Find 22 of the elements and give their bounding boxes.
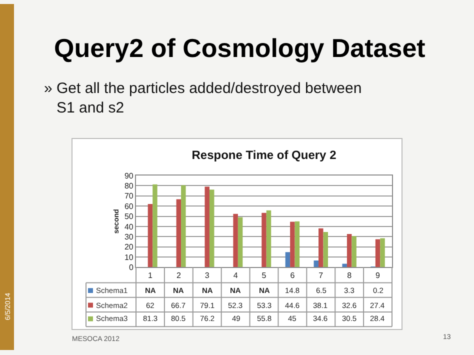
chart-title: Respone Time of Query 2: [192, 148, 337, 162]
x-tick-label: 4: [233, 270, 238, 280]
y-tick-label: 90: [124, 171, 134, 180]
y-tick-label: 50: [124, 212, 134, 222]
y-tick-label: 10: [124, 252, 134, 262]
y-tick-label: 70: [124, 192, 134, 201]
y-tick-label: 0: [128, 262, 134, 272]
x-tick-label: 7: [318, 270, 324, 280]
y-tick-label: 80: [124, 182, 134, 191]
x-tick-label: 8: [347, 270, 352, 280]
y-tick-label: 30: [124, 232, 134, 242]
x-tick-label: 6: [290, 270, 296, 280]
y-tick-label: 20: [124, 242, 134, 252]
y-tick-label: 40: [124, 222, 134, 232]
x-tick-label: 3: [204, 270, 210, 280]
text: Query2 of Cosmology Dataset: [54, 33, 426, 63]
text: » Get all the particles added/destroyed between S1 and s2: [44, 80, 362, 116]
x-tick-label: 5: [262, 270, 267, 280]
y-tick-label: 60: [124, 202, 134, 211]
x-tick-label: 1: [148, 270, 153, 280]
x-tick-label: 9: [376, 270, 381, 280]
x-tick-label: 2: [176, 270, 182, 280]
